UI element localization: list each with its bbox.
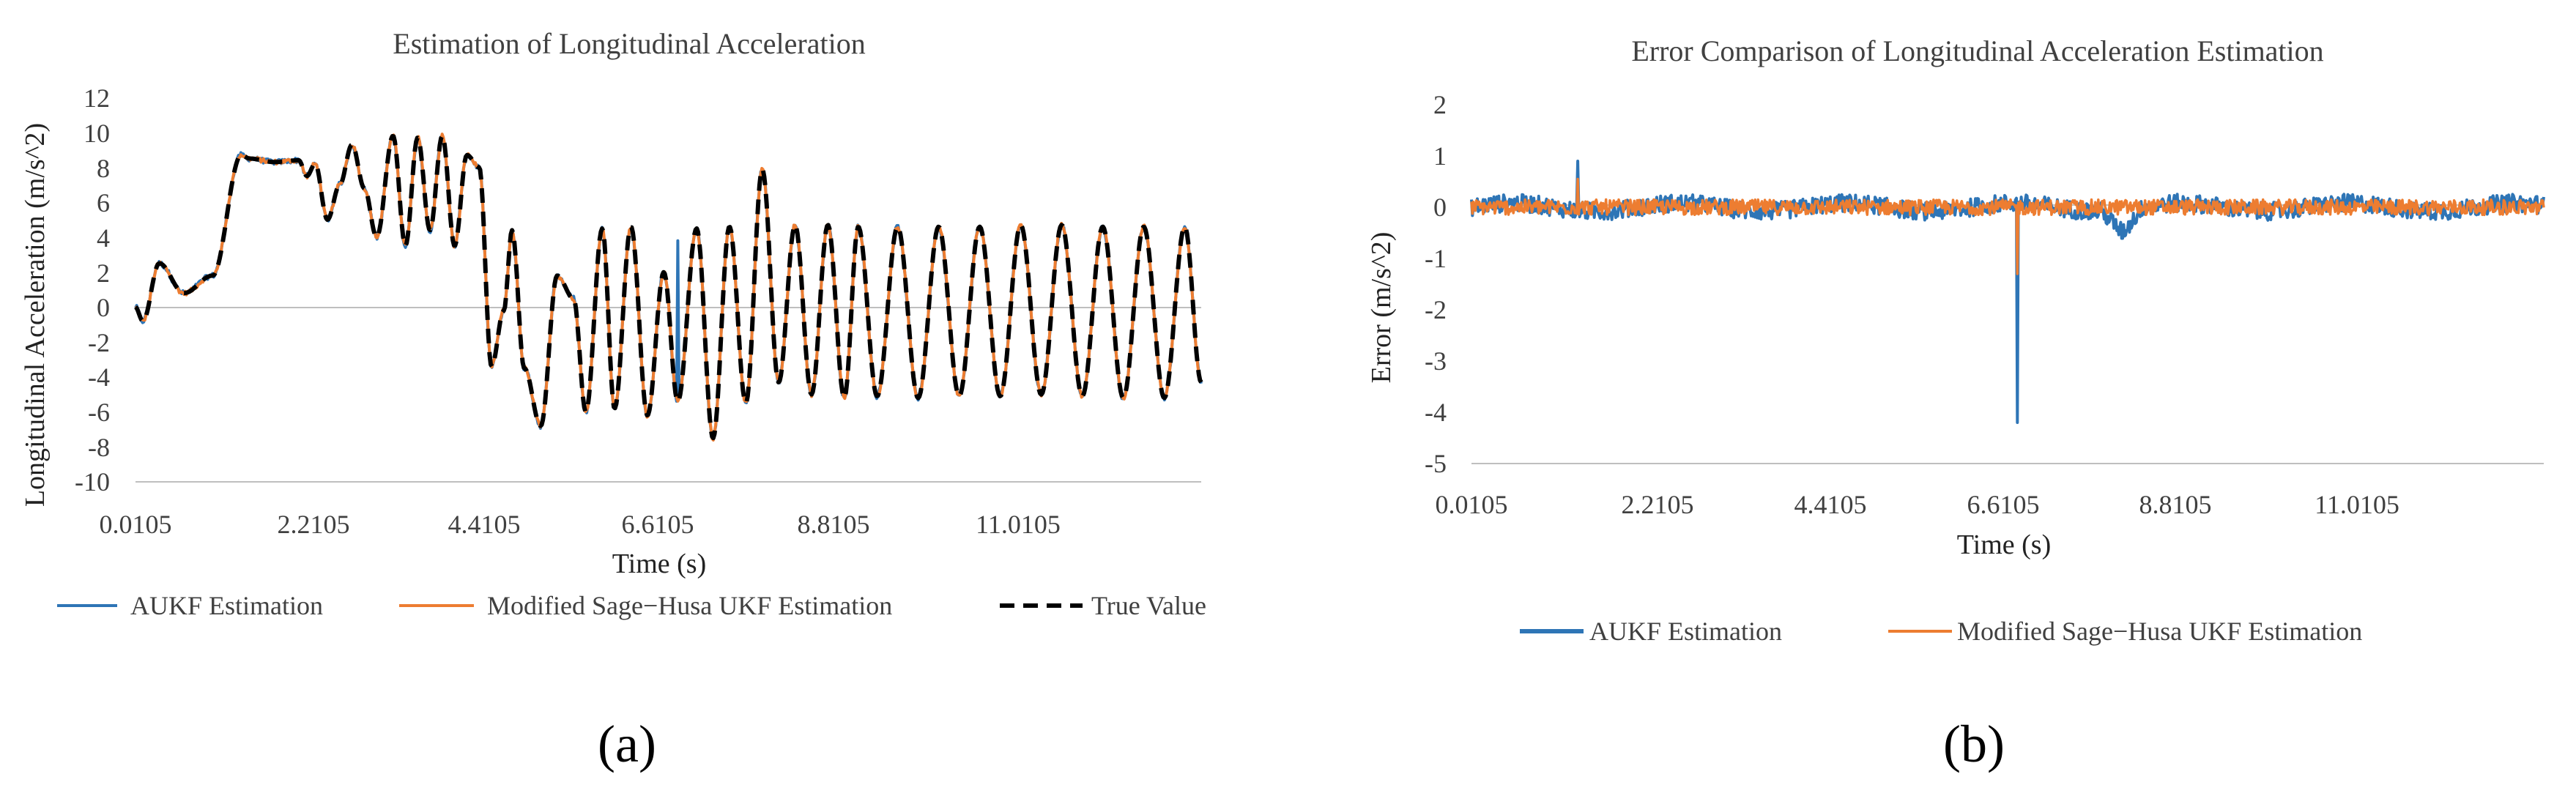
chart-b-xtick: 8.8105 [2139, 490, 2212, 519]
chart-b-y-ticks: 2 1 0 -1 -2 -3 -4 -5 [1425, 90, 1447, 478]
chart-a-ylabel: Longitudinal Acceleration (m/s^2) [20, 123, 51, 507]
chart-b-ytick: -2 [1425, 295, 1447, 324]
chart-a-ytick: 10 [83, 119, 110, 148]
chart-a-ytick: 0 [97, 293, 110, 322]
chart-b-legend: AUKF Estimation Modified Sage−Husa UKF E… [1520, 617, 2362, 646]
chart-a-xlabel: Time (s) [612, 548, 706, 579]
chart-a-series-true-value [134, 133, 1203, 441]
chart-b-title: Error Comparison of Longitudinal Acceler… [1631, 34, 2323, 67]
chart-a-x-ticks: 0.0105 2.2105 4.4105 6.6105 8.8105 11.01… [100, 510, 1061, 539]
chart-b-ylabel: Error (m/s^2) [1366, 232, 1397, 384]
chart-a-ytick: 4 [97, 223, 110, 253]
chart-b-series-sage-husa [1470, 177, 2545, 275]
chart-b-xtick: 6.6105 [1967, 490, 2040, 519]
chart-a-title: Estimation of Longitudinal Acceleration [393, 27, 865, 60]
chart-a-xtick: 0.0105 [100, 510, 172, 539]
chart-b-ytick: 0 [1433, 193, 1447, 222]
chart-a-ytick: -4 [88, 362, 110, 392]
chart-b-xtick: 0.0105 [1436, 490, 1508, 519]
chart-b-x-ticks: 0.0105 2.2105 4.4105 6.6105 8.8105 11.01… [1436, 490, 2399, 519]
legend-label-sage-husa: Modified Sage−Husa UKF Estimation [487, 591, 892, 620]
chart-a-y-ticks: 12 10 8 6 4 2 0 -2 -4 -6 -8 -10 [75, 83, 110, 496]
panel-label-a: (a) [598, 715, 656, 773]
chart-a-xtick: 6.6105 [622, 510, 694, 539]
chart-a-ytick: 6 [97, 188, 110, 217]
chart-b-ytick: 1 [1433, 141, 1447, 171]
chart-b-xtick: 4.4105 [1794, 490, 1867, 519]
legend-label-aukf: AUKF Estimation [130, 591, 323, 620]
chart-a-ytick: 8 [97, 154, 110, 183]
chart-b-ytick: -3 [1425, 346, 1447, 376]
chart-b-ytick: -5 [1425, 449, 1447, 478]
chart-a-xtick: 8.8105 [798, 510, 870, 539]
legend-label-sage-husa: Modified Sage−Husa UKF Estimation [1957, 617, 2362, 646]
chart-b-ytick: 2 [1433, 90, 1447, 119]
chart-b: Error Comparison of Longitudinal Acceler… [1366, 34, 2545, 773]
chart-b-ytick: -4 [1425, 398, 1447, 427]
chart-a-ytick: -10 [75, 467, 110, 496]
chart-a-ytick: 12 [83, 83, 110, 113]
chart-a-ytick: -2 [88, 328, 110, 357]
chart-a-xtick: 11.0105 [976, 510, 1061, 539]
legend-label-true-value: True Value [1091, 591, 1206, 620]
chart-a-xtick: 2.2105 [278, 510, 350, 539]
panel-label-b: (b) [1943, 715, 2005, 773]
chart-a-ytick: -6 [88, 398, 110, 427]
chart-a-xtick: 4.4105 [448, 510, 521, 539]
chart-a-ytick: 2 [97, 258, 110, 288]
chart-b-xlabel: Time (s) [1957, 529, 2051, 560]
chart-b-xtick: 2.2105 [1622, 490, 1694, 519]
chart-b-xtick: 11.0105 [2315, 490, 2399, 519]
chart-a-legend: AUKF Estimation Modified Sage−Husa UKF E… [57, 591, 1206, 620]
chart-a-ytick: -8 [88, 433, 110, 462]
chart-b-ytick: -1 [1425, 244, 1447, 273]
legend-label-aukf: AUKF Estimation [1589, 617, 1782, 646]
chart-a: Estimation of Longitudinal Acceleration … [20, 27, 1206, 773]
